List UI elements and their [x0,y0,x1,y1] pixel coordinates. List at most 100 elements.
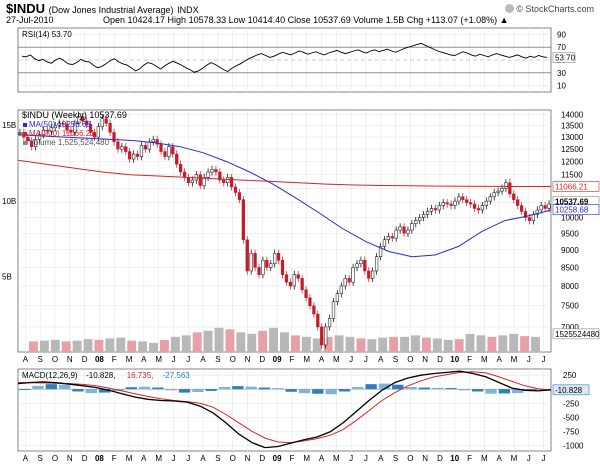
volume-bar [50,339,60,352]
candle-body [96,126,100,138]
rsi-line [21,42,548,73]
volume-bar [61,341,71,352]
macd-histogram-bar [392,384,404,390]
candle-body [367,270,371,279]
candle-body [339,285,343,294]
x-tick-label-bottom: S [215,454,220,463]
macd-histogram-bar [485,389,497,394]
x-tick-label-bottom: 10 [450,454,459,463]
candle-body [422,214,426,218]
x-tick-label-top: J [542,355,546,364]
candle-body [308,297,312,306]
candle-body [45,129,50,132]
symbol: $INDU [6,1,46,16]
candle-body [120,146,124,150]
macd-histogram-bar [192,389,204,393]
x-tick-label-top: M [481,355,488,364]
volume-bar [116,337,126,352]
x-tick-label-top: J [349,355,353,364]
macd-signal-line [17,371,552,444]
macd-value-tag: -10.828 [555,386,583,395]
volume-bar [454,339,464,352]
macd-histogram-bar [418,387,431,390]
candle-body [249,253,253,272]
legend-entry: MA(200) 11066.21 [29,129,95,138]
candle-body [245,239,249,272]
macd-label-part: 16.735, [127,371,154,380]
macd-histogram-bar [45,384,57,390]
volume-bar [94,339,104,352]
x-tick-label-bottom: S [393,454,398,463]
candle-body [386,236,390,241]
x-tick-label-top: 10 [450,355,459,364]
candle-body [441,202,445,206]
x-tick-label-bottom: J [527,454,531,463]
candle-body [151,139,155,143]
candle-body [469,202,473,205]
volume-value-tag-box [552,328,600,340]
quote-date: 27-Jul-2010 [6,15,54,25]
candle-body [167,146,171,157]
candle-body [179,163,183,173]
legend-swatch [23,123,27,127]
candle-body [116,141,120,150]
x-tick-label-top: J [527,355,531,364]
volume-bar [421,337,431,352]
volume-bar [367,339,377,352]
macd-histogram-bar [272,388,284,390]
rsi-y-tick-label: 10 [557,82,566,91]
candle-body [163,151,167,157]
macd-histogram-bar [298,389,311,394]
candle-body [398,226,402,231]
macd-y-tick-label: 250 [563,371,577,380]
candle-body [410,223,414,231]
volume-bar [509,333,519,352]
volume-bar [443,339,453,352]
candle-body [182,171,187,178]
volume-bar [312,338,322,352]
candle-body [218,171,222,181]
candle-body [88,124,93,133]
volume-bar [72,340,82,352]
x-tick-label-top: N [67,355,73,364]
macd-histogram-bar [19,388,31,390]
x-tick-label-top: N [245,355,251,364]
macd-histogram-bar [258,387,271,390]
volume-bar [192,332,202,352]
x-tick-label-bottom: 08 [95,454,104,463]
x-tick-label-bottom: N [422,454,428,463]
candle-body [49,127,53,132]
x-tick-label-top: O [52,355,58,364]
macd-histogram-bar [432,387,444,390]
price-y-tick-label: 8500 [561,263,579,272]
candle-body [312,305,316,315]
candle-body [65,123,69,131]
macd-histogram-bar [32,385,44,390]
macd-histogram-bar [365,384,377,390]
price-y-tick-label: 14000 [561,110,584,119]
x-tick-label-bottom: A [497,454,503,463]
volume-bar [476,335,486,352]
candle-body [214,169,218,173]
candle-body [453,200,457,206]
macd-y-tick-label: -250 [563,399,580,408]
x-tick-label-bottom: N [245,454,251,463]
candle-body [276,253,281,261]
ma200-value-tag-box [552,181,600,192]
candle-body [226,177,230,184]
price-panel [17,109,552,353]
macd-histogram-bar [472,389,484,392]
macd-histogram-bar [178,389,191,393]
candle-body [504,182,508,189]
chart-title: $INDU (Dow Jones Industrial Average) IND… [6,1,199,16]
legend-entry: Volume 1,525,524,480 [29,138,110,147]
candle-body [531,214,535,221]
macd-histogram-bar [378,383,391,390]
candle-body [351,267,355,283]
x-tick-label-top: M [333,355,340,364]
volume-bar [236,332,246,352]
macd-histogram-bar [325,389,337,395]
x-tick-label-bottom: M [511,454,518,463]
candle-body [77,116,81,124]
